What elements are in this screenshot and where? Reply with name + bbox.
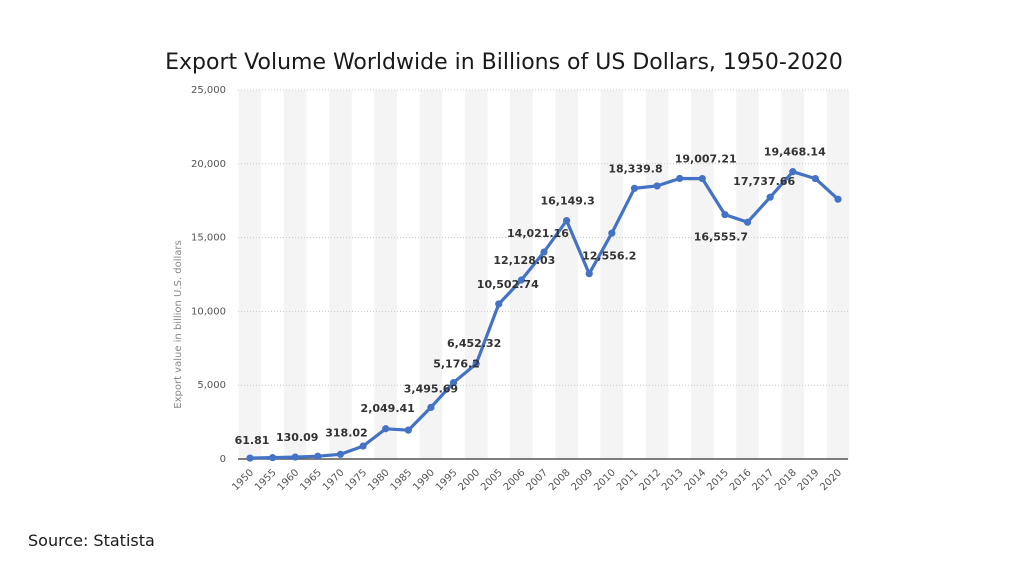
data-label: 14,021.16 — [507, 227, 569, 240]
data-point — [495, 300, 503, 308]
data-label: 12,128.03 — [493, 254, 555, 267]
data-label: 19,007.21 — [675, 152, 737, 165]
column-band — [826, 90, 850, 459]
column-band — [283, 90, 307, 459]
x-tick-label: 2007 — [524, 467, 550, 493]
x-tick-label: 1985 — [389, 467, 415, 493]
column-band — [419, 90, 443, 459]
column-band — [691, 90, 714, 459]
data-label: 17,737.66 — [733, 175, 795, 188]
data-point — [766, 193, 774, 201]
data-label: 2,049.41 — [361, 402, 415, 415]
data-point — [517, 276, 525, 284]
x-tick-label: 2019 — [796, 467, 822, 493]
data-point — [449, 378, 458, 387]
source-note: Source: Statista — [28, 531, 155, 550]
data-point — [676, 174, 684, 183]
x-tick-label: 2014 — [683, 467, 709, 493]
data-label: 16,555.7 — [694, 231, 748, 244]
x-tick-label: 1995 — [434, 467, 460, 493]
data-point — [427, 403, 435, 412]
data-label: 5,176.2 — [433, 358, 480, 371]
x-tick-label: 2017 — [750, 467, 776, 493]
data-label: 61.81 — [235, 434, 270, 447]
data-point — [608, 229, 616, 237]
y-tick-label: 15,000 — [191, 233, 226, 244]
x-tick-label: 2000 — [456, 467, 482, 493]
x-tick-label: 2008 — [547, 467, 573, 493]
x-tick-label: 2011 — [615, 467, 641, 493]
column-band — [781, 90, 805, 459]
data-point — [743, 218, 752, 226]
data-point — [585, 270, 593, 278]
y-tick-label: 5,000 — [197, 380, 226, 391]
y-tick-label: 0 — [220, 454, 226, 465]
data-point — [540, 248, 548, 256]
x-tick-label: 2018 — [773, 467, 799, 493]
x-tick-label: 1965 — [298, 467, 324, 493]
column-band — [329, 90, 352, 459]
data-point — [472, 360, 480, 368]
x-tick-label: 2015 — [705, 467, 731, 493]
x-tick-label: 2006 — [502, 467, 528, 493]
data-point — [834, 195, 842, 203]
y-tick-label: 20,000 — [191, 159, 226, 170]
data-point — [269, 454, 277, 462]
data-point — [359, 442, 367, 450]
column-band — [736, 90, 759, 459]
x-tick-label: 1975 — [343, 467, 369, 493]
data-label: 19,468.14 — [764, 146, 826, 159]
x-tick-label: 2012 — [637, 467, 663, 493]
data-label: 6,452.32 — [447, 337, 501, 350]
x-tick-label: 2010 — [592, 467, 618, 493]
x-tick-label: 1950 — [230, 467, 256, 493]
data-label: 12,556.2 — [582, 250, 636, 263]
column-band — [645, 90, 669, 459]
data-point — [382, 425, 390, 433]
column-band — [600, 90, 624, 459]
y-axis-label: Export value in billion U.S. dollars — [173, 240, 184, 408]
data-label: 18,339.8 — [608, 162, 662, 175]
data-point — [698, 174, 706, 183]
x-tick-label: 1970 — [321, 467, 347, 493]
data-point — [404, 426, 412, 434]
x-tick-label: 2016 — [728, 467, 754, 493]
slide-title: Export Volume Worldwide in Billions of U… — [165, 50, 843, 75]
data-point — [721, 211, 729, 219]
data-point — [314, 452, 322, 460]
x-tick-label: 2009 — [570, 467, 596, 493]
data-label: 10,502.74 — [477, 278, 539, 291]
y-tick-label: 10,000 — [191, 306, 226, 317]
x-tick-label: 2013 — [660, 467, 686, 493]
x-tick-label: 2020 — [818, 467, 844, 493]
x-tick-label: 1960 — [276, 467, 302, 493]
data-point — [811, 174, 819, 183]
data-point — [336, 450, 345, 458]
data-point — [563, 217, 571, 225]
data-point — [789, 168, 797, 176]
column-band — [464, 90, 488, 459]
y-tick-label: 25,000 — [191, 85, 226, 96]
column-band — [238, 90, 262, 459]
column-band — [555, 90, 578, 459]
column-band — [510, 90, 533, 459]
data-point — [630, 184, 639, 192]
data-label: 3,495.69 — [404, 382, 458, 395]
x-tick-label: 1980 — [366, 467, 392, 493]
data-point — [291, 453, 299, 461]
column-band — [374, 90, 397, 459]
data-label: 16,149.3 — [540, 195, 594, 208]
x-tick-label: 2005 — [479, 467, 505, 493]
x-tick-label: 1990 — [411, 467, 437, 493]
data-label: 130.09 — [276, 431, 318, 444]
x-tick-label: 1955 — [253, 467, 279, 493]
data-point — [246, 454, 254, 462]
data-label: 318.02 — [325, 426, 367, 439]
data-point — [653, 182, 661, 190]
